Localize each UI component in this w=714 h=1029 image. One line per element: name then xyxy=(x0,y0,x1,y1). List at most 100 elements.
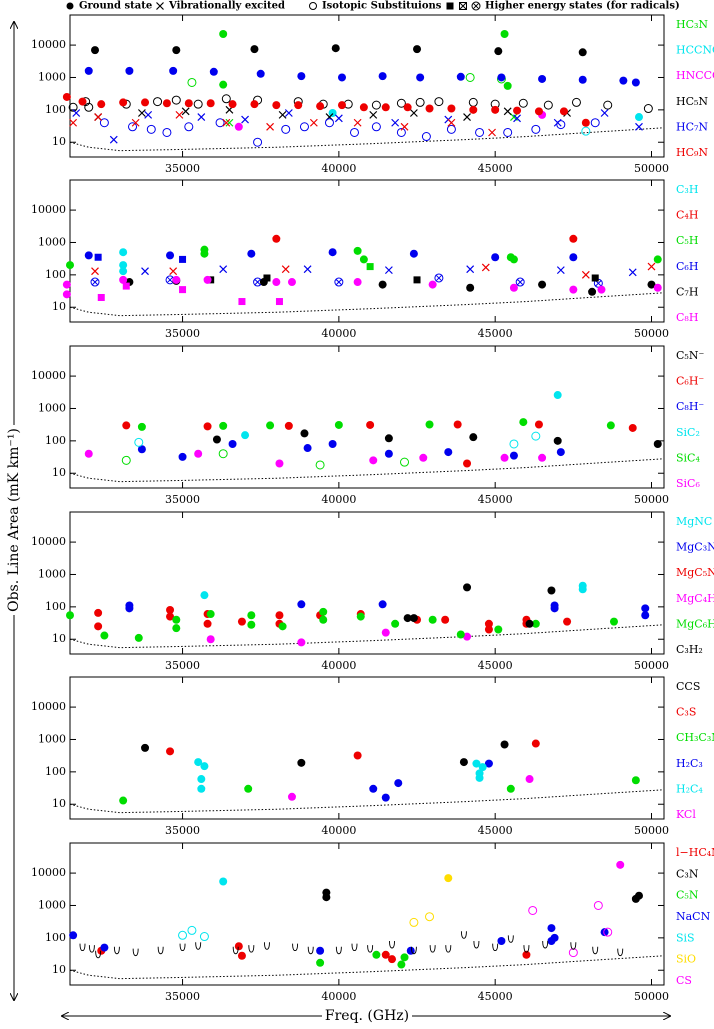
data-point xyxy=(219,877,228,886)
x-tick-label: 35000 xyxy=(165,493,200,506)
data-point xyxy=(94,253,102,261)
data-point xyxy=(616,860,625,869)
x-tick-label: 50000 xyxy=(634,162,669,175)
data-point xyxy=(171,95,181,105)
data-point xyxy=(481,263,490,272)
data-point xyxy=(447,104,456,113)
data-point xyxy=(456,72,465,81)
data-point xyxy=(609,617,618,626)
data-point xyxy=(197,113,206,121)
data-point xyxy=(400,122,409,131)
data-point xyxy=(234,122,243,131)
y-tick-label: 1000 xyxy=(38,401,66,414)
data-point xyxy=(193,99,203,109)
data-point xyxy=(316,946,325,955)
data-point xyxy=(559,107,568,116)
data-point xyxy=(353,246,362,255)
data-point xyxy=(131,118,140,127)
y-tick-label: 100 xyxy=(45,103,66,116)
data-point xyxy=(206,635,215,644)
data-point xyxy=(631,894,640,903)
data-point xyxy=(84,449,93,458)
data-point xyxy=(441,615,450,624)
data-point xyxy=(331,44,340,53)
data-point xyxy=(619,76,628,85)
data-point xyxy=(316,958,325,967)
data-point xyxy=(531,124,541,134)
data-point xyxy=(272,234,281,243)
data-point xyxy=(84,102,94,112)
data-point xyxy=(463,113,471,121)
data-point xyxy=(334,420,343,429)
data-point xyxy=(542,941,549,949)
data-point xyxy=(184,122,194,132)
data-point xyxy=(553,436,562,445)
data-point xyxy=(294,101,303,110)
data-point xyxy=(157,946,164,955)
plot-frame xyxy=(69,511,665,655)
x-tick-label: 35000 xyxy=(165,659,200,672)
data-point xyxy=(468,97,478,107)
data-point xyxy=(337,73,346,82)
data-point xyxy=(187,77,197,87)
data-point xyxy=(247,249,256,258)
data-point xyxy=(425,104,434,113)
data-point xyxy=(88,945,95,953)
data-point xyxy=(371,122,381,132)
data-point xyxy=(68,102,78,112)
data-point xyxy=(381,628,390,637)
data-point xyxy=(328,439,337,448)
legend-marker xyxy=(459,2,467,10)
legend-entry: H₂C₄ xyxy=(676,782,703,795)
data-point xyxy=(628,423,637,432)
data-point xyxy=(513,106,522,115)
plot-frame xyxy=(69,842,665,986)
data-point xyxy=(531,431,541,441)
data-point xyxy=(617,948,624,957)
data-point xyxy=(121,455,131,465)
data-point xyxy=(538,74,547,83)
legend-entry: C₄H xyxy=(676,209,698,222)
y-tick-label: 10 xyxy=(52,632,66,645)
data-point xyxy=(367,945,374,953)
x-label-bg xyxy=(322,1008,412,1024)
data-point xyxy=(428,280,437,289)
y-tick-label: 100 xyxy=(45,765,66,778)
data-point xyxy=(384,266,393,275)
x-axis-label: Freq. (GHz) xyxy=(325,1008,409,1024)
data-point xyxy=(197,784,206,793)
data-point xyxy=(281,124,291,134)
data-point xyxy=(169,267,178,276)
x-tick-label: 50000 xyxy=(634,824,669,837)
plot-frame xyxy=(69,345,665,489)
data-point xyxy=(472,759,481,768)
data-point xyxy=(100,631,109,640)
data-point xyxy=(228,100,237,109)
data-point xyxy=(172,615,181,624)
data-point xyxy=(200,591,209,600)
legend-entry: C₃H xyxy=(676,183,698,196)
y-tick-label: 10 xyxy=(52,135,66,148)
data-point xyxy=(509,255,518,264)
data-point xyxy=(413,45,422,54)
data-point xyxy=(469,433,478,442)
legend-label: Isotopic Substituions xyxy=(322,1,442,12)
legend-marker xyxy=(66,2,74,10)
data-point xyxy=(122,282,130,290)
data-point xyxy=(219,265,228,274)
data-point xyxy=(250,45,259,54)
data-point xyxy=(641,611,650,620)
data-point xyxy=(603,100,613,110)
y-tick-label: 100 xyxy=(45,434,66,447)
legend-entry: SiC₆ xyxy=(676,477,700,490)
data-point xyxy=(250,100,259,109)
data-point xyxy=(141,98,150,107)
data-point xyxy=(492,943,499,952)
data-point xyxy=(473,941,480,949)
data-point xyxy=(266,122,275,131)
data-point xyxy=(550,604,559,613)
legend-entry: HNCCC xyxy=(676,69,714,82)
data-point xyxy=(593,900,603,910)
data-point xyxy=(366,263,374,271)
x-tick-label: 35000 xyxy=(165,327,200,340)
